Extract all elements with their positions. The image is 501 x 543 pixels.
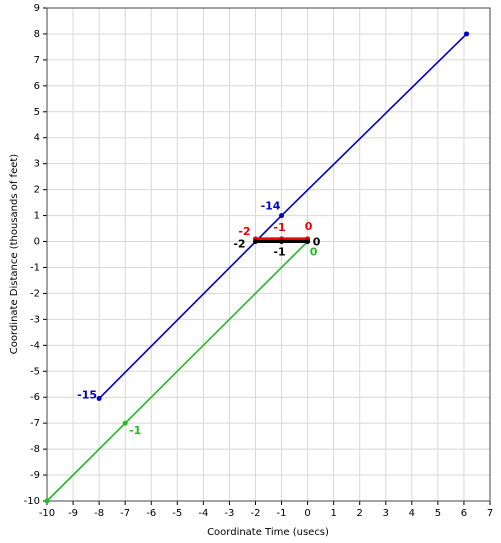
y-tick-label: -7 [30,418,40,429]
x-tick-label: -8 [94,508,104,519]
y-tick-label: -3 [30,314,40,325]
x-axis-label: Coordinate Time (usecs) [207,527,329,538]
y-tick-label: 8 [34,29,40,40]
y-tick-label: 3 [34,159,40,170]
point-label: -1 [273,246,285,259]
data-point [279,213,285,219]
y-tick-label: -10 [24,496,40,507]
data-point [464,31,470,37]
x-tick-label: -4 [198,508,208,519]
x-tick-label: 7 [487,508,493,519]
x-tick-label: -6 [146,508,156,519]
point-label: -2 [238,225,250,238]
y-tick-label: 1 [34,211,40,222]
y-tick-label: 7 [34,55,40,66]
point-label: -1 [273,221,285,234]
x-tick-label: 2 [357,508,363,519]
y-tick-label: -9 [30,470,40,481]
y-tick-label: -8 [30,444,40,455]
x-tick-label: -9 [68,508,78,519]
x-tick-label: -1 [277,508,287,519]
plot-area [47,8,490,501]
x-tick-label: -7 [120,508,130,519]
y-tick-label: -5 [30,366,40,377]
data-point [96,396,102,402]
x-tick-label: 3 [383,508,389,519]
y-tick-label: -4 [30,340,40,351]
data-point [279,239,285,245]
x-tick-label: 0 [304,508,310,519]
point-label: -14 [261,200,281,213]
data-point [122,420,128,426]
data-point [44,498,50,504]
y-tick-label: -1 [30,262,40,273]
y-tick-label: 6 [34,81,40,92]
y-tick-label: 0 [34,237,40,248]
point-label: 0 [310,246,318,259]
y-tick-label: 5 [34,107,40,118]
x-tick-label: 5 [435,508,441,519]
point-label: 0 [313,236,321,249]
y-tick-label: 9 [34,3,40,14]
x-tick-label: -10 [39,508,55,519]
point-label: 0 [305,220,313,233]
x-tick-label: 1 [330,508,336,519]
y-tick-label: 2 [34,185,40,196]
point-label: -15 [77,389,97,402]
y-tick-label: 4 [34,133,40,144]
point-label: -2 [233,238,245,251]
data-point [305,239,311,245]
x-tick-label: -2 [250,508,260,519]
x-tick-label: -3 [224,508,234,519]
x-tick-label: -5 [172,508,182,519]
point-label: -1 [129,424,141,437]
x-tick-label: 6 [461,508,467,519]
x-tick-label: 4 [409,508,415,519]
data-point [252,239,258,245]
y-tick-label: -2 [30,288,40,299]
plot-frame [46,7,491,502]
y-tick-label: -6 [30,392,40,403]
y-axis-label: Coordinate Distance (thousands of feet) [9,154,20,354]
